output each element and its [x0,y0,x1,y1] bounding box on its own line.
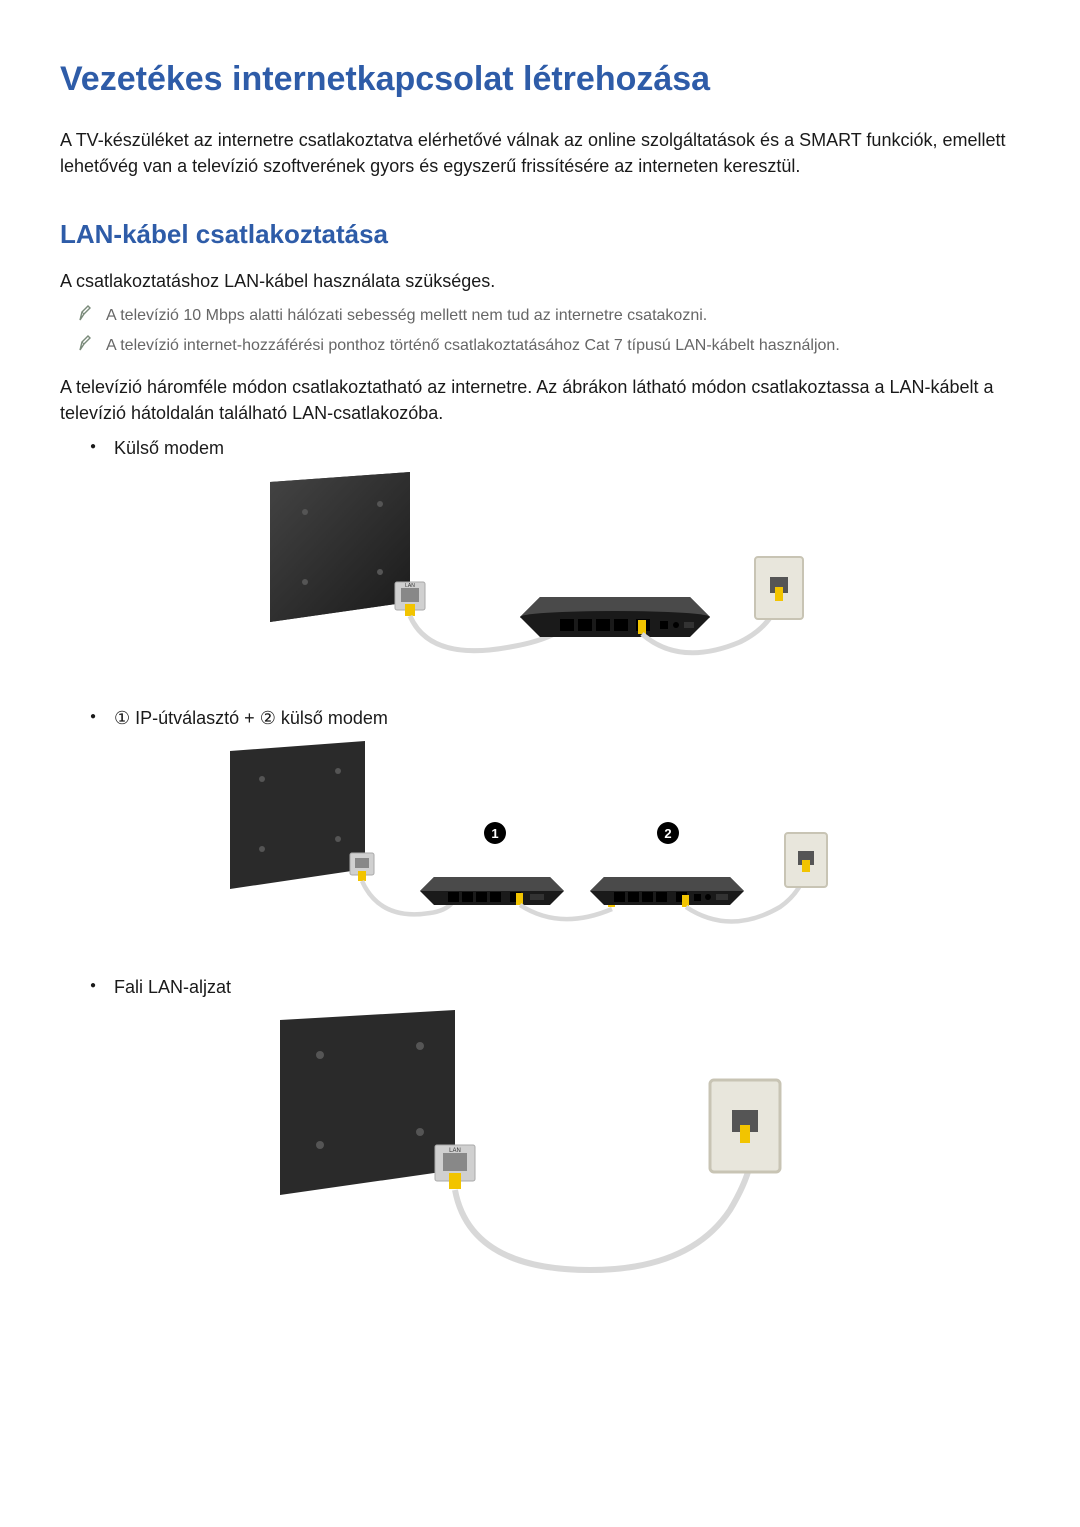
page-title: Vezetékes internetkapcsolat létrehozása [60,60,1020,99]
diagram-router-modem: 1 2 [220,741,860,951]
note-item: A televízió internet-hozzáférési ponthoz… [78,334,1020,358]
svg-text:LAN: LAN [449,1148,461,1154]
paragraph-three-ways: A televízió háromféle módon csatlakoztat… [60,374,1020,426]
list-item-wall-lan: Fali LAN-aljzat [90,975,1020,1000]
svg-text:1: 1 [491,826,498,841]
paragraph-lan-required: A csatlakoztatáshoz LAN-kábel használata… [60,268,1020,294]
section-heading-lan: LAN-kábel csatlakoztatása [60,219,1020,250]
note-text: A televízió internet-hozzáférési ponthoz… [106,334,840,358]
connection-methods-list: Külső modem [60,436,1020,461]
list-item-external-modem: Külső modem [90,436,1020,461]
connection-methods-list: Fali LAN-aljzat [60,975,1020,1000]
note-text: A televízió 10 Mbps alatti hálózati sebe… [106,304,707,328]
note-item: A televízió 10 Mbps alatti hálózati sebe… [78,304,1020,328]
svg-text:2: 2 [664,826,671,841]
connection-methods-list: ① IP-útválasztó + ② külső modem [60,706,1020,731]
pencil-icon [78,304,92,322]
diagram-external-modem: LAN [260,472,820,682]
list-item-label: Fali LAN-aljzat [114,977,231,997]
list-item-router-modem: ① IP-útválasztó + ② külső modem [90,706,1020,731]
pencil-icon [78,334,92,352]
intro-paragraph: A TV-készüléket az internetre csatlakozt… [60,127,1020,179]
svg-text:LAN: LAN [405,583,415,589]
diagram-wall-lan: LAN [260,1010,820,1290]
note-list: A televízió 10 Mbps alatti hálózati sebe… [60,304,1020,358]
list-item-label: ① IP-útválasztó + ② külső modem [114,708,388,728]
list-item-label: Külső modem [114,438,224,458]
